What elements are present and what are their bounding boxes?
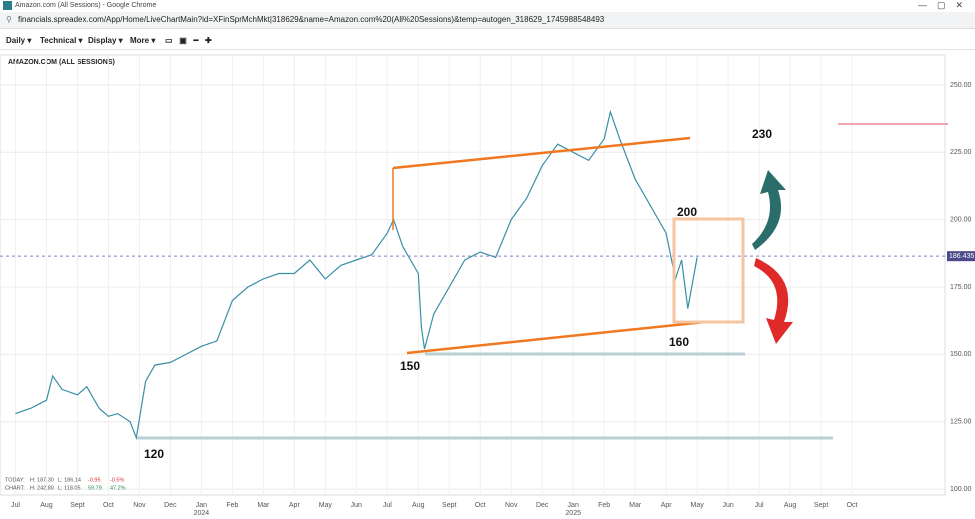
x-tick-label: Jul — [383, 502, 392, 509]
menu-display[interactable]: Display ▾ — [88, 36, 123, 45]
stat: TODAY: — [5, 477, 25, 483]
stat: 47.2% — [110, 485, 126, 491]
x-tick-label: Jul — [755, 502, 764, 509]
x-tick-label: Jul — [11, 502, 20, 509]
stat: 59.79 — [88, 485, 102, 491]
stat: CHART: — [5, 485, 25, 491]
x-tick-label: Mar — [629, 502, 642, 509]
url[interactable]: financials.spreadex.com/App/Home/LiveCha… — [18, 15, 605, 24]
chart-toolbar: Daily ▾ Technical ▾ Display ▾ More ▾ ▭ ▣… — [0, 31, 975, 50]
y-tick-label: 150.00 — [950, 351, 972, 358]
year-label: 2024 — [194, 510, 210, 517]
x-tick-label: Dec — [164, 502, 177, 509]
menu-more[interactable]: More ▾ — [130, 36, 156, 45]
app-icon — [3, 1, 12, 10]
x-tick-label: Aug — [784, 502, 797, 509]
x-tick-label: Jun — [351, 502, 362, 509]
x-tick-label: Nov — [505, 502, 518, 509]
price-annotation: 160 — [669, 335, 689, 349]
stat: L: 118.05 — [58, 485, 81, 491]
x-tick-label: Aug — [40, 502, 53, 509]
x-tick-label: Apr — [289, 502, 301, 509]
chart: AMAZON.COM (ALL SESSIONS) 100.00 125.00 15… — [0, 54, 975, 517]
x-tick-label: Jan — [568, 502, 579, 509]
x-tick-label: Feb — [598, 502, 610, 509]
channel-line — [392, 136, 691, 170]
x-tick-label: Jun — [722, 502, 733, 509]
x-tick-label: Apr — [661, 502, 673, 509]
y-tick-label: 250.00 — [950, 82, 972, 89]
target-box — [672, 217, 745, 324]
channel-line — [406, 320, 706, 355]
stat: L: 186.14 — [58, 477, 81, 483]
price-annotation: 150 — [400, 359, 420, 373]
plot-area — [0, 54, 946, 496]
x-tick-label: Sept — [814, 502, 828, 509]
y-tick-label: 225.00 — [950, 149, 972, 156]
last-price-label: 186.435 — [949, 253, 974, 260]
tool-icons[interactable]: ▭ ▣ ━ ✚ — [165, 36, 212, 45]
address-bar[interactable]: ⚲ financials.spreadex.com/App/Home/LiveC… — [0, 12, 975, 29]
annotations — [137, 123, 948, 440]
last-price-tag — [947, 251, 975, 262]
window-title-bar: Amazon.com (All Sessions) - Google Chrom… — [0, 0, 975, 12]
up-arrow — [752, 170, 786, 250]
x-tick-label: Feb — [226, 502, 238, 509]
x-tick-label: Jan — [196, 502, 207, 509]
stat: -0.5% — [110, 477, 124, 483]
x-tick-label: May — [691, 502, 705, 509]
x-tick-label: Mar — [257, 502, 270, 509]
chart-title: AMAZON.COM (ALL SESSIONS) — [8, 59, 115, 66]
stat: H: 187.30 — [30, 477, 54, 483]
menu-daily[interactable]: Daily ▾ — [6, 36, 32, 45]
price-annotation: 200 — [677, 205, 697, 219]
x-tick-label: Dec — [536, 502, 549, 509]
year-label: 2025 — [565, 510, 581, 517]
x-tick-label: Sept — [70, 502, 84, 509]
x-tick-label: Nov — [133, 502, 146, 509]
y-tick-label: 175.00 — [950, 284, 972, 291]
x-tick-label: Oct — [475, 502, 486, 509]
y-tick-label: 200.00 — [950, 216, 972, 223]
url-icon: ⚲ — [6, 15, 12, 24]
x-tick-label: Oct — [847, 502, 858, 509]
x-tick-label: Aug — [412, 502, 425, 509]
y-tick-label: 100.00 — [950, 486, 972, 493]
x-tick-label: May — [319, 502, 333, 509]
stat: -0.95 — [88, 477, 101, 483]
down-arrow — [754, 258, 793, 344]
x-tick-label: Sept — [442, 502, 456, 509]
x-tick-label: Oct — [103, 502, 114, 509]
menu-technical[interactable]: Technical ▾ — [40, 36, 83, 45]
y-tick-label: 125.00 — [950, 419, 972, 426]
price-annotation: 120 — [144, 447, 164, 461]
stat: H: 242.80 — [30, 485, 54, 491]
window-controls[interactable]: — ▢ ✕ — [918, 0, 964, 10]
price-line — [15, 109, 698, 441]
window-title: Amazon.com (All Sessions) - Google Chrom… — [15, 2, 157, 9]
price-annotation: 230 — [752, 127, 772, 141]
